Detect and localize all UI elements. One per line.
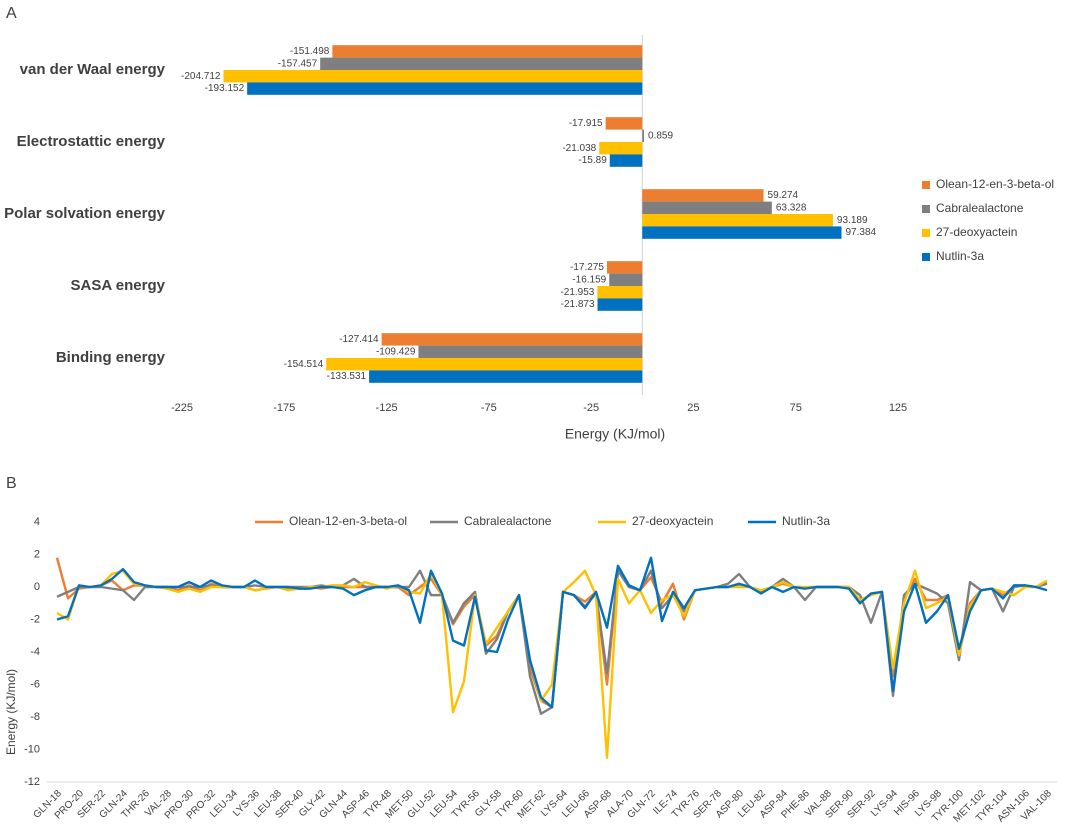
bar	[642, 189, 764, 202]
data-label: -15.89	[578, 155, 607, 166]
panel-label: B	[6, 475, 17, 492]
panel-label: A	[6, 5, 17, 22]
y-tick-label: 4	[34, 516, 40, 528]
legend-label: 27-deoxyactein	[936, 225, 1017, 239]
bar	[381, 333, 643, 346]
x-tick-label: -125	[376, 402, 398, 414]
x-tick-label: -225	[171, 402, 193, 414]
legend-label: Nutlin-3a	[782, 514, 830, 528]
y-tick-label: -6	[30, 678, 40, 690]
data-label: -204.712	[181, 71, 221, 82]
data-label: -193.152	[205, 83, 245, 94]
legend-label: Olean-12-en-3-beta-ol	[936, 177, 1054, 191]
data-label: 97.384	[846, 227, 877, 238]
data-label: 63.328	[776, 202, 807, 213]
data-label: -109.429	[376, 346, 416, 357]
data-label: -154.514	[284, 359, 324, 370]
y-tick-label: -2	[30, 613, 40, 625]
y-axis-label: Energy (KJ/mol)	[4, 669, 18, 755]
data-label: 59.274	[768, 190, 799, 201]
bar	[642, 214, 833, 227]
x-tick-label: 75	[790, 402, 802, 414]
bar	[642, 226, 842, 239]
bar	[320, 57, 643, 70]
bar	[369, 370, 643, 383]
legend-swatch	[922, 253, 930, 261]
bar	[605, 117, 643, 130]
series-line	[56, 556, 1048, 709]
data-label: 0.859	[648, 130, 673, 141]
bar	[223, 70, 643, 83]
bar	[418, 345, 643, 358]
data-label: -127.414	[339, 334, 379, 345]
legend-label: Cabralealactone	[936, 201, 1024, 215]
legend-label: Cabralealactone	[464, 514, 552, 528]
bar	[642, 129, 645, 142]
data-label: -17.275	[570, 262, 604, 273]
category-label: Electrostattic energy	[17, 133, 166, 150]
y-tick-label: -4	[30, 646, 40, 658]
y-tick-label: 0	[34, 581, 40, 593]
data-label: -21.038	[562, 143, 596, 154]
data-label: -21.873	[561, 299, 595, 310]
bar	[642, 201, 772, 214]
legend-label: Nutlin-3a	[936, 249, 984, 263]
bar	[326, 358, 643, 371]
bar	[599, 142, 643, 155]
legend-label: 27-deoxyactein	[632, 514, 713, 528]
category-label: Binding energy	[56, 349, 166, 366]
x-axis-label: Energy (KJ/mol)	[565, 426, 665, 442]
bar	[597, 298, 643, 311]
legend-swatch	[922, 229, 930, 237]
legend-swatch	[922, 205, 930, 213]
y-tick-label: -10	[24, 743, 40, 755]
y-tick-label: 2	[34, 548, 40, 560]
legend-label: Olean-12-en-3-beta-ol	[289, 514, 407, 528]
x-tick-label: 125	[889, 402, 907, 414]
data-label: -151.498	[290, 46, 330, 57]
x-tick-label: -75	[481, 402, 497, 414]
data-label: -17.915	[569, 118, 603, 129]
category-label: Polar solvation energy	[4, 205, 166, 222]
data-label: -157.457	[278, 58, 318, 69]
bar	[247, 82, 643, 95]
series-line	[56, 569, 1048, 759]
y-tick-label: -8	[30, 711, 40, 723]
data-label: 93.189	[837, 215, 868, 226]
x-tick-label: -25	[583, 402, 599, 414]
category-label: SASA energy	[71, 277, 166, 294]
x-tick-label: 25	[687, 402, 699, 414]
data-label: -21.953	[560, 287, 594, 298]
bar	[609, 154, 643, 167]
bar	[609, 273, 643, 286]
bar	[606, 261, 643, 274]
y-tick-label: -12	[24, 776, 40, 788]
bar	[332, 45, 643, 58]
x-tick-label: -175	[273, 402, 295, 414]
category-label: van der Waal energy	[20, 61, 166, 78]
data-label: -133.531	[327, 371, 367, 382]
data-label: -16.159	[572, 274, 606, 285]
bar	[597, 286, 643, 299]
legend-swatch	[922, 181, 930, 189]
